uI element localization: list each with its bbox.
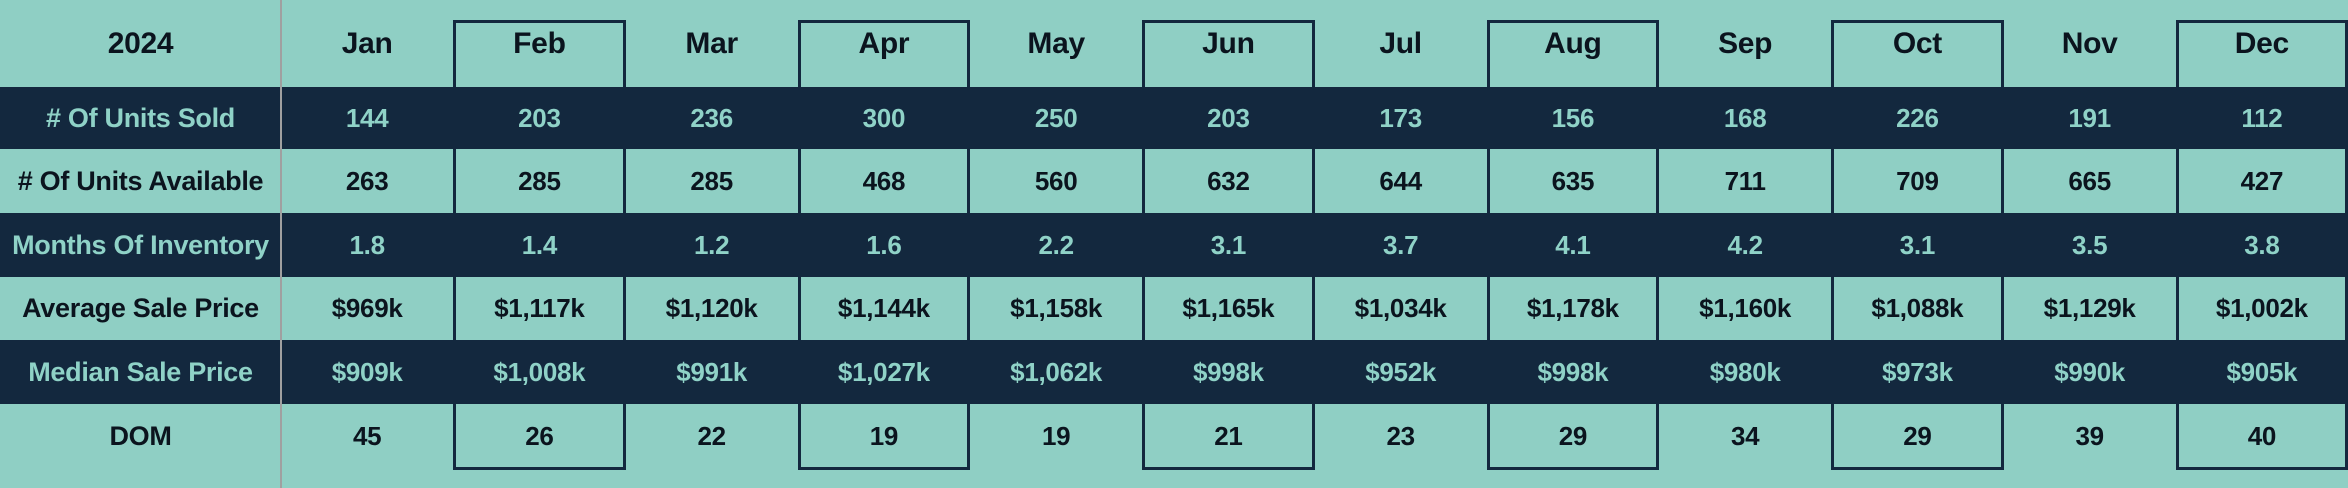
value-cell: 285 <box>625 149 798 213</box>
value-cell: $1,002k <box>2175 277 2348 340</box>
value-cell: 45 <box>281 404 454 488</box>
month-header-oct: Oct <box>1831 0 2004 87</box>
value-cell: 635 <box>1486 149 1659 213</box>
value-cell: 236 <box>625 87 798 149</box>
value-cell: 21 <box>1142 404 1315 488</box>
value-cell: 468 <box>797 149 970 213</box>
value-cell: 263 <box>281 149 454 213</box>
value-cell: 3.1 <box>1831 213 2004 277</box>
value-cell: 112 <box>2175 87 2348 149</box>
value-cell: $1,120k <box>625 277 798 340</box>
value-cell: 1.2 <box>625 213 798 277</box>
value-cell: 191 <box>2003 87 2176 149</box>
value-cell: $973k <box>1831 340 2004 404</box>
value-cell: $909k <box>281 340 454 404</box>
value-cell: $1,160k <box>1659 277 1832 340</box>
month-header-dec: Dec <box>2175 0 2348 87</box>
value-cell: $1,008k <box>453 340 626 404</box>
year-header: 2024 <box>0 0 281 87</box>
value-cell: 300 <box>797 87 970 149</box>
value-cell: 3.7 <box>1314 213 1487 277</box>
row-label: Average Sale Price <box>0 277 281 340</box>
row-label: Months Of Inventory <box>0 213 281 277</box>
value-cell: 19 <box>970 404 1143 488</box>
month-header-mar: Mar <box>625 0 798 87</box>
value-cell: $998k <box>1486 340 1659 404</box>
month-header-jul: Jul <box>1314 0 1487 87</box>
value-cell: $1,165k <box>1142 277 1315 340</box>
value-cell: 226 <box>1831 87 2004 149</box>
value-cell: 39 <box>2003 404 2176 488</box>
value-cell: 29 <box>1831 404 2004 488</box>
value-cell: $998k <box>1142 340 1315 404</box>
value-cell: $1,129k <box>2003 277 2176 340</box>
value-cell: 203 <box>1142 87 1315 149</box>
value-cell: 632 <box>1142 149 1315 213</box>
month-header-sep: Sep <box>1659 0 1832 87</box>
value-cell: 644 <box>1314 149 1487 213</box>
value-cell: 427 <box>2175 149 2348 213</box>
value-cell: $1,027k <box>797 340 970 404</box>
value-cell: 665 <box>2003 149 2176 213</box>
value-cell: $1,144k <box>797 277 970 340</box>
row-label: DOM <box>0 404 281 488</box>
value-cell: 4.1 <box>1486 213 1659 277</box>
value-cell: $980k <box>1659 340 1832 404</box>
value-cell: 173 <box>1314 87 1487 149</box>
value-cell: 3.5 <box>2003 213 2176 277</box>
value-cell: $969k <box>281 277 454 340</box>
value-cell: $1,117k <box>453 277 626 340</box>
value-cell: 22 <box>625 404 798 488</box>
value-cell: 40 <box>2175 404 2348 488</box>
value-cell: 709 <box>1831 149 2004 213</box>
value-cell: 711 <box>1659 149 1832 213</box>
value-cell: 285 <box>453 149 626 213</box>
value-cell: $1,034k <box>1314 277 1487 340</box>
value-cell: 26 <box>453 404 626 488</box>
row-label: # Of Units Sold <box>0 87 281 149</box>
value-cell: $952k <box>1314 340 1487 404</box>
value-cell: 156 <box>1486 87 1659 149</box>
row-label: Median Sale Price <box>0 340 281 404</box>
month-header-aug: Aug <box>1486 0 1659 87</box>
value-cell: 1.6 <box>797 213 970 277</box>
month-header-feb: Feb <box>453 0 626 87</box>
month-header-apr: Apr <box>797 0 970 87</box>
row-label: # Of Units Available <box>0 149 281 213</box>
value-cell: 3.1 <box>1142 213 1315 277</box>
value-cell: 19 <box>797 404 970 488</box>
value-cell: $1,088k <box>1831 277 2004 340</box>
value-cell: $905k <box>2175 340 2348 404</box>
month-header-nov: Nov <box>2003 0 2176 87</box>
value-cell: $990k <box>2003 340 2176 404</box>
value-cell: 3.8 <box>2175 213 2348 277</box>
value-cell: 34 <box>1659 404 1832 488</box>
month-header-jan: Jan <box>281 0 454 87</box>
value-cell: $1,062k <box>970 340 1143 404</box>
month-header-may: May <box>970 0 1143 87</box>
value-cell: 250 <box>970 87 1143 149</box>
value-cell: $1,178k <box>1486 277 1659 340</box>
value-cell: 168 <box>1659 87 1832 149</box>
label-column-divider <box>280 0 282 488</box>
value-cell: $1,158k <box>970 277 1143 340</box>
value-cell: 1.4 <box>453 213 626 277</box>
value-cell: 29 <box>1486 404 1659 488</box>
month-header-jun: Jun <box>1142 0 1315 87</box>
value-cell: 2.2 <box>970 213 1143 277</box>
value-cell: 203 <box>453 87 626 149</box>
value-cell: 144 <box>281 87 454 149</box>
value-cell: $991k <box>625 340 798 404</box>
value-cell: 560 <box>970 149 1143 213</box>
value-cell: 23 <box>1314 404 1487 488</box>
value-cell: 4.2 <box>1659 213 1832 277</box>
value-cell: 1.8 <box>281 213 454 277</box>
